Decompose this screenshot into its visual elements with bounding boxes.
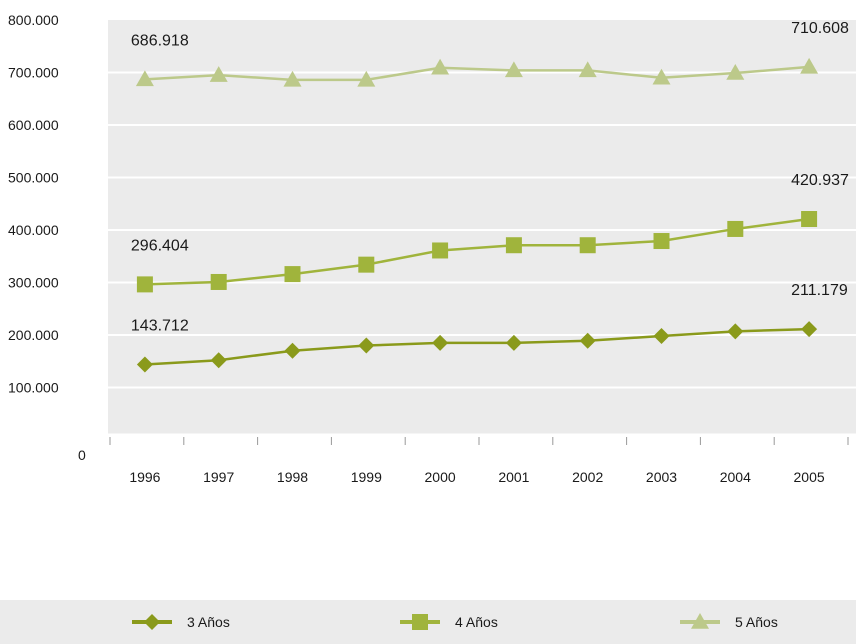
data-label: 211.179	[791, 282, 848, 299]
x-tick-label: 1997	[203, 469, 234, 485]
y-tick-label: 700.000	[8, 65, 59, 81]
data-point	[210, 352, 227, 369]
legend-marker	[144, 614, 160, 630]
data-point	[432, 242, 449, 259]
x-axis-tick-labels: 1996 1997 1998 1999 2000 2001 2002 2003 2004 2005	[129, 469, 825, 485]
legend: 3 Años 4 Años 5 Años	[132, 613, 778, 630]
y-tick-label: 100.000	[8, 380, 59, 396]
legend-item: 5 Años	[680, 613, 778, 630]
data-label: 686.918	[131, 32, 189, 49]
y-tick-label: 400.000	[8, 222, 59, 238]
x-tick-label: 1998	[277, 469, 308, 485]
series-3	[135, 57, 819, 87]
legend-item: 3 Años	[132, 614, 230, 630]
legend-label: 4 Años	[455, 614, 498, 630]
data-point	[800, 57, 819, 74]
data-label: 710.608	[791, 20, 849, 37]
x-tick-label: 1999	[351, 469, 382, 485]
x-tick-label: 2003	[646, 469, 677, 485]
x-tick-label: 2004	[720, 469, 751, 485]
data-point	[284, 266, 301, 283]
y-axis-tick-labels: 0 100.000 200.000 300.000 400.000 500.000 600.…	[8, 12, 86, 463]
data-point	[726, 64, 745, 80]
series-line	[144, 65, 810, 82]
legend-marker	[691, 613, 709, 629]
x-tick-label: 2002	[572, 469, 603, 485]
data-point	[210, 273, 227, 290]
data-point	[432, 334, 449, 351]
legend-label: 5 Años	[735, 614, 778, 630]
data-point	[135, 70, 154, 87]
data-label: 296.404	[131, 237, 189, 254]
data-point	[653, 328, 670, 345]
x-axis	[108, 433, 856, 445]
data-label: 420.937	[791, 172, 849, 189]
data-point	[284, 342, 301, 359]
data-point	[801, 211, 818, 228]
data-point	[652, 68, 671, 85]
legend-marker	[412, 614, 428, 630]
x-tick-label: 2000	[425, 469, 456, 485]
series	[135, 57, 819, 373]
data-point	[801, 321, 818, 338]
data-point	[505, 334, 522, 351]
x-tick-label: 2001	[498, 469, 529, 485]
data-point	[209, 66, 228, 82]
data-point	[358, 337, 375, 354]
data-point	[579, 332, 596, 349]
data-point	[504, 61, 523, 78]
y-tick-label: 500.000	[8, 170, 59, 186]
data-point	[727, 220, 744, 237]
data-point	[358, 256, 375, 273]
data-point	[136, 356, 153, 373]
legend-item: 4 Años	[400, 614, 498, 630]
data-point	[727, 323, 744, 340]
x-tick-label: 2005	[794, 469, 825, 485]
series-2	[136, 211, 818, 293]
y-tick-label: 0	[78, 447, 86, 463]
series-1	[136, 321, 818, 373]
data-point	[357, 70, 376, 87]
data-point	[578, 61, 597, 78]
data-point	[431, 58, 450, 75]
data-point	[653, 233, 670, 250]
data-label: 143.712	[131, 318, 189, 335]
y-tick-label: 600.000	[8, 117, 59, 133]
legend-label: 3 Años	[187, 614, 230, 630]
x-tick-label: 1996	[129, 469, 160, 485]
data-point	[579, 237, 596, 254]
y-tick-label: 300.000	[8, 275, 59, 291]
data-labels: 143.712 211.179 296.404 420.937 686.918 710.6…	[131, 20, 849, 335]
data-point	[505, 237, 522, 254]
y-tick-label: 800.000	[8, 12, 59, 28]
y-tick-label: 200.000	[8, 327, 59, 343]
series-line	[144, 327, 810, 366]
data-point	[136, 276, 153, 293]
data-point	[283, 70, 302, 87]
series-line	[144, 217, 810, 286]
